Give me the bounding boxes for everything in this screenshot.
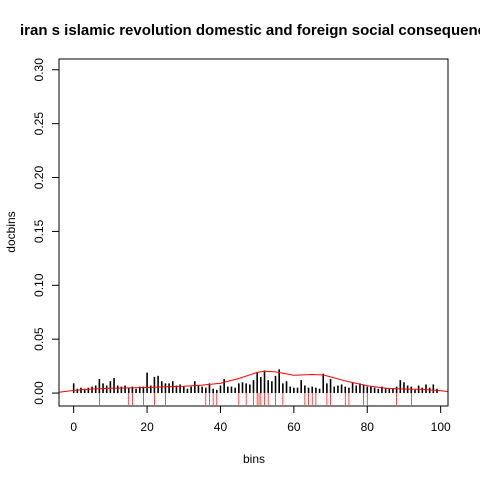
y-axis-label: docbins — [4, 211, 18, 252]
y-tick-label: 0.05 — [32, 327, 46, 351]
chart-title: iran s islamic revolution domestic and f… — [20, 22, 480, 39]
y-axis: 0.00 0.05 0.10 0.15 0.20 0.25 0.30 — [32, 58, 60, 405]
x-axis: 0 20 40 60 80 100 — [70, 405, 451, 434]
y-tick-label: 0.10 — [32, 273, 46, 297]
x-tick-label: 100 — [431, 420, 451, 434]
y-tick-label: 0.20 — [32, 166, 46, 190]
density-curve — [58, 370, 449, 393]
y-tick-label: 0.30 — [32, 58, 46, 82]
y-tick-label: 0.15 — [32, 219, 46, 243]
x-tick-label: 60 — [287, 420, 301, 434]
x-tick-label: 80 — [361, 420, 375, 434]
x-tick-label: 0 — [70, 420, 77, 434]
x-tick-label: 20 — [140, 420, 154, 434]
plot-area — [58, 369, 449, 405]
x-tick-label: 40 — [214, 420, 228, 434]
y-tick-label: 0.00 — [32, 381, 46, 405]
y-tick-label: 0.25 — [32, 112, 46, 136]
x-axis-label: bins — [243, 452, 265, 466]
